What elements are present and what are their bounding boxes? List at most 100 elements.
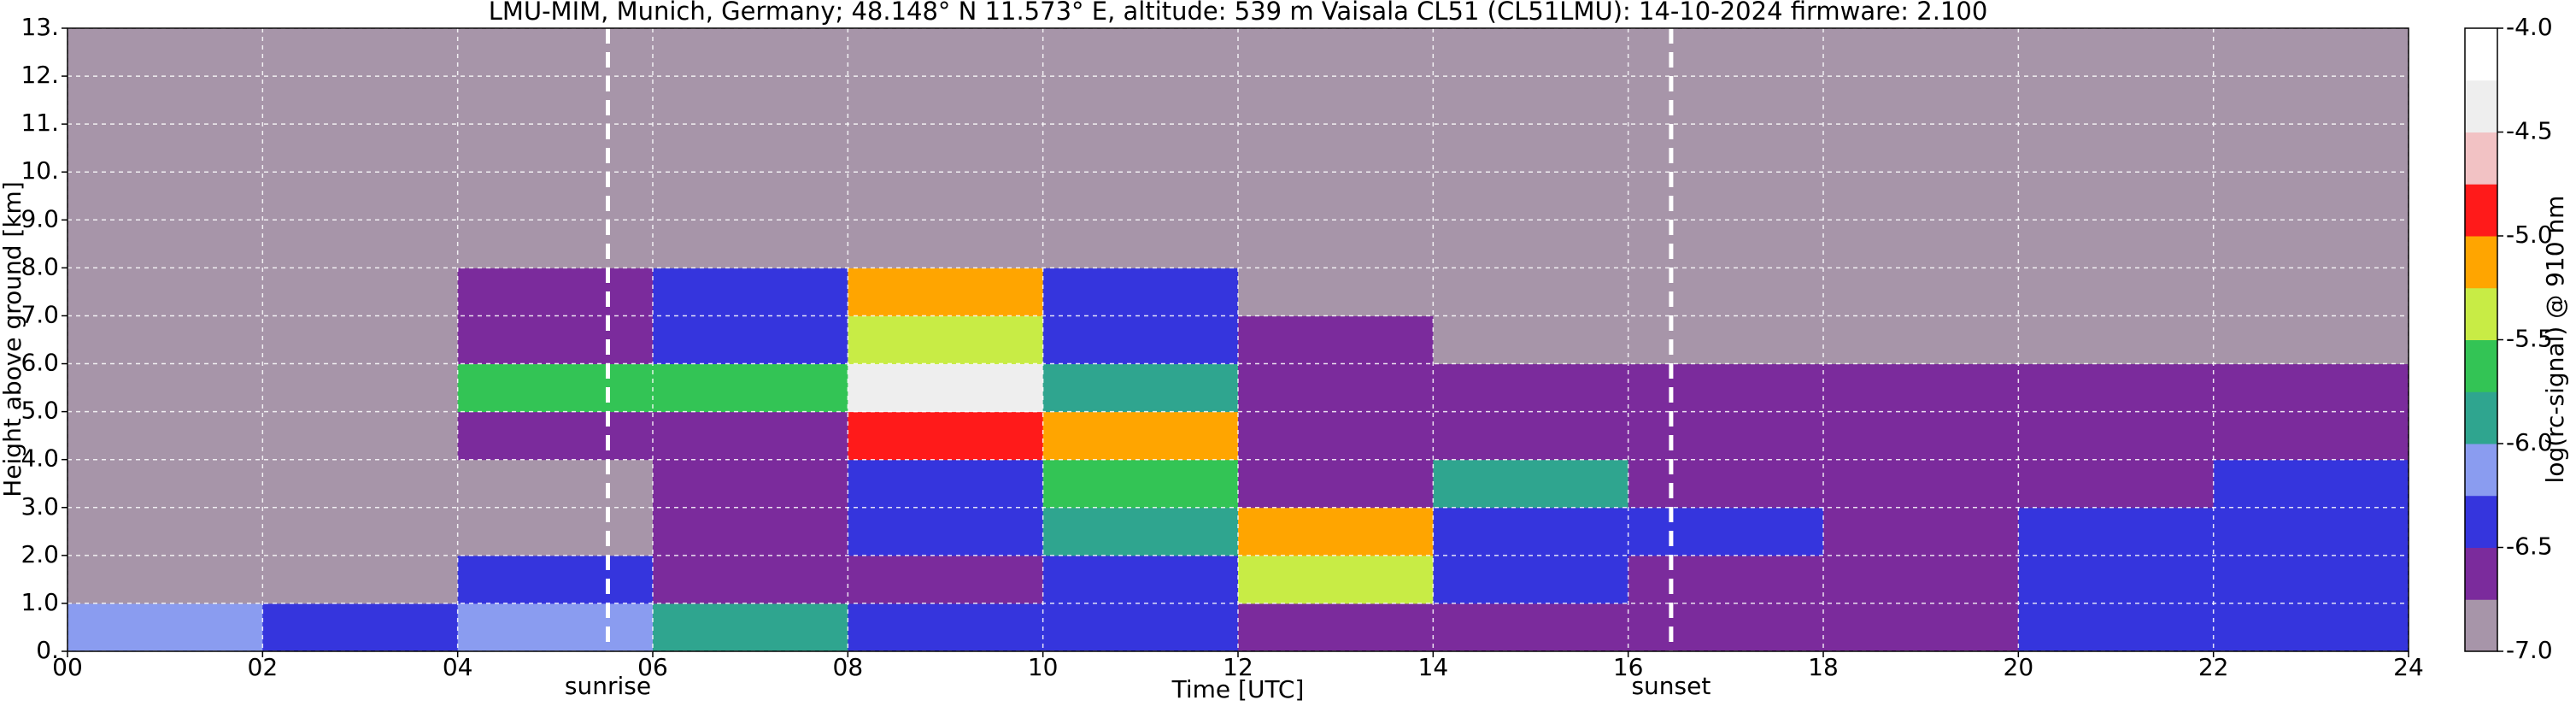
colorbar-label: log(rc-signal) @ 910 nm [2541,196,2569,484]
heatmap-cell [1823,172,2019,221]
heatmap-cell [262,172,459,221]
heatmap-cell [1433,555,1629,604]
heatmap-cell [2018,124,2215,173]
heatmap-cell [2213,28,2409,77]
heatmap-cell [67,555,263,604]
colorbar-segment [2465,444,2497,497]
heatmap-cell [1042,507,1239,556]
heatmap-cell [848,411,1044,461]
x-tick-label: 18 [1808,653,1839,681]
heatmap-cell [2018,411,2215,461]
heatmap-cell [848,555,1044,604]
heatmap-cell [2213,172,2409,221]
heatmap-cell [1628,315,1824,365]
heatmap-cell [1042,268,1239,316]
heatmap-cell [457,220,654,268]
heatmap-cell [1042,28,1239,77]
heatmap-cell [1042,411,1239,461]
heatmap-cell [1628,363,1824,413]
y-tick-label: 11. [21,109,59,137]
heatmap-cell [1042,555,1239,604]
heatmap-cell [2213,603,2409,652]
heatmap-cell [1823,459,2019,509]
heatmap-cell [1823,555,2019,604]
heatmap-cell [848,172,1044,221]
heatmap-cell [457,315,654,365]
x-tick-label: 00 [52,653,83,681]
heatmap-cell [457,363,654,413]
heatmap-cell [1238,124,1434,173]
x-tick-label: 16 [1613,653,1644,681]
heatmap-cell [653,411,848,461]
heatmap-cell [1433,315,1629,365]
heatmap-cell [1628,28,1824,77]
colorbar-segment [2465,339,2497,392]
heatmap-cell [1823,76,2019,125]
heatmap-cell [67,76,263,125]
plot-frame [67,27,2409,652]
colorbar-segment [2465,391,2497,444]
colorbar-tick-label: -6.0 [2506,428,2553,456]
colorbar-segment [2465,28,2497,81]
heatmap-cell [457,507,654,556]
heatmap-cell [2018,220,2215,268]
heatmap-cell [2018,315,2215,365]
x-tick-label: 12 [1223,653,1253,681]
heatmap-cell [2213,411,2409,461]
heatmap-cell [457,555,654,604]
heatmap-cell [1628,124,1824,173]
heatmap-cell [1042,315,1239,365]
chart-title: LMU-MIM, Munich, Germany; 48.148° N 11.5… [489,0,1988,26]
x-tick-label: 10 [1028,653,1059,681]
heatmap-cell [1823,28,2019,77]
x-tick-label: 20 [2004,653,2034,681]
y-tick-label: 1.0 [21,588,59,616]
heatmap-cell [1433,459,1629,509]
heatmap-cell [653,268,848,316]
heatmap-cell [2213,507,2409,556]
heatmap-cell [653,363,848,413]
heatmap-cell [457,172,654,221]
heatmap-cell [1433,603,1629,652]
heatmap-cell [653,172,848,221]
heatmap-cell [67,603,263,652]
heatmap-cell [1042,603,1239,652]
heatmap-cell [262,411,459,461]
heatmap-cell [1823,124,2019,173]
heatmap-cell [2018,507,2215,556]
heatmap-cell [67,363,263,413]
x-tick-label: 14 [1418,653,1449,681]
heatmap-cell [262,76,459,125]
heatmap-cell [1433,363,1629,413]
heatmap-cell [262,555,459,604]
heatmap-cell [1628,459,1824,509]
colorbar-segment [2465,132,2497,185]
heatmap-cell [2018,76,2215,125]
heatmap-cell [262,28,459,77]
heatmap-cell [2018,268,2215,316]
annotation-label: sunset [1631,672,1710,700]
heatmap-cell [848,124,1044,173]
colorbar-segment [2465,287,2497,340]
y-tick-label: 4.0 [21,444,59,473]
heatmap-cell [1628,172,1824,221]
heatmap-cell [1628,268,1824,316]
heatmap-cell [262,507,459,556]
heatmap-cell [848,603,1044,652]
heatmap-cell [1042,363,1239,413]
heatmap-cell [1823,603,2019,652]
heatmap-cell [1238,411,1434,461]
x-tick-label: 08 [833,653,864,681]
heatmap-cell [653,459,848,509]
heatmap-cell [1628,220,1824,268]
heatmap-cell [2018,555,2215,604]
y-tick-label: 0. [36,636,59,664]
heatmap-cell [2213,220,2409,268]
heatmap-cell [1628,555,1824,604]
y-tick-label: 7.0 [21,300,59,328]
heatmap-cell [653,555,848,604]
heatmap-cell [67,315,263,365]
heatmap-cell [262,124,459,173]
heatmap-cell [2213,76,2409,125]
